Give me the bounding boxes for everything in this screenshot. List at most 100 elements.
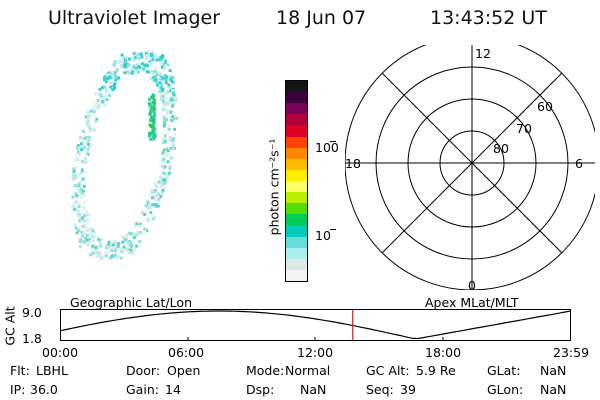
aurora-pixel (97, 100, 101, 104)
aurora-pixel (152, 53, 156, 57)
aurora-pixel (77, 182, 81, 186)
aurora-pixel (79, 187, 83, 191)
aurora-pixel (86, 117, 89, 121)
aurora-pixel (87, 239, 91, 243)
aurora-pixel (145, 229, 149, 233)
aurora-pixel (169, 78, 173, 82)
aurora-pixel (91, 229, 95, 233)
aurora-pixel (84, 115, 88, 119)
aurora-pixel (86, 150, 90, 154)
aurora-pixel (113, 82, 117, 86)
aurora-pixel (128, 250, 132, 254)
aurora-pixel (94, 249, 98, 253)
aurora-pixel (163, 60, 167, 64)
aurora-pixel (99, 92, 103, 96)
aurora-pixel (171, 147, 175, 151)
aurora-pixel (161, 188, 165, 192)
aurora-pixel (105, 98, 109, 101)
aurora-pixel (124, 59, 127, 63)
aurora-pixel (136, 52, 140, 56)
aurora-pixel (170, 156, 174, 160)
aurora-pixel (132, 249, 136, 253)
aurora-pixel (71, 175, 75, 179)
aurora-pixel (107, 240, 111, 244)
aurora-pixel (116, 246, 120, 250)
aurora-pixel (101, 85, 104, 89)
aurora-pixel (160, 57, 164, 61)
aurora-pixel (161, 87, 165, 91)
aurora-pixel (157, 197, 161, 201)
aurora-pixel (111, 239, 115, 243)
aurora-pixel (97, 253, 101, 257)
aurora-pixel (162, 116, 166, 120)
auroral-oval-pixels (70, 50, 179, 260)
aurora-pixel (117, 241, 121, 245)
aurora-pixel (110, 254, 114, 258)
aurora-pixel (154, 188, 158, 192)
colorbar-segment (286, 269, 307, 281)
aurora-pixel (109, 69, 113, 73)
colorbar-segment (286, 236, 307, 248)
aurora-pixel (147, 64, 151, 68)
colorbar-segment (286, 103, 307, 115)
aurora-pixel (158, 77, 162, 81)
aurora-pixel (162, 148, 166, 152)
colorbar-segment (286, 203, 307, 215)
aurora-pixel (161, 178, 165, 182)
aurora-pixel (113, 60, 117, 64)
aurora-pixel (100, 95, 104, 99)
aurora-pixel (73, 223, 77, 227)
door-key: Door: (126, 363, 161, 378)
aurora-pixel (119, 59, 123, 63)
aurora-pixel (76, 150, 80, 154)
aurora-pixel (82, 231, 86, 235)
aurora-pixel (130, 53, 134, 57)
aurora-pixel-bright (152, 116, 156, 120)
aurora-pixel (78, 227, 82, 231)
aurora-pixel (161, 94, 165, 98)
aurora-pixel (152, 189, 156, 193)
aurora-pixel (81, 177, 85, 181)
aurora-pixel (132, 65, 136, 69)
aurora-pixel (125, 248, 129, 251)
aurora-pixel (97, 245, 101, 249)
aurora-pixel (168, 135, 172, 139)
mlt-label-0: 0 (468, 278, 476, 290)
aurora-pixel (121, 77, 124, 81)
seq-value: 39 (400, 382, 416, 397)
aurora-pixel (154, 78, 158, 82)
aurora-pixel (77, 202, 81, 206)
aurora-pixel (169, 154, 173, 158)
aurora-pixel (172, 117, 176, 121)
aurora-pixel (127, 63, 131, 67)
aurora-pixel (173, 132, 176, 136)
aurora-pixel-bright (152, 113, 156, 117)
aurora-pixel-bright (153, 102, 156, 105)
aurora-pixel (163, 184, 167, 188)
aurora-pixel (71, 195, 75, 199)
aurora-pixel-bright (149, 105, 153, 109)
aurora-pixel (112, 63, 116, 67)
aurora-pixel (106, 76, 110, 80)
aurora-pixel (139, 225, 143, 229)
aurora-pixel (86, 124, 90, 128)
aurora-pixel (83, 214, 86, 217)
aurora-pixel (162, 121, 166, 125)
aurora-pixel (86, 213, 90, 217)
aurora-pixel (154, 198, 157, 202)
aurora-pixel (171, 98, 175, 102)
aurora-pixel (71, 204, 75, 208)
aurora-pixel (166, 111, 169, 115)
aurora-pixel (72, 177, 76, 181)
aurora-pixel (81, 160, 85, 163)
aurora-pixel (168, 69, 172, 73)
aurora-pixel (123, 71, 127, 75)
aurora-pixel (79, 136, 83, 140)
aurora-pixel (113, 86, 117, 90)
aurora-pixel (134, 234, 138, 238)
aurora-pixel (165, 178, 169, 182)
aurora-pixel-bright (150, 115, 153, 119)
aurora-pixel (156, 73, 160, 77)
aurora-pixel (75, 155, 79, 159)
aurora-pixel (151, 58, 155, 62)
